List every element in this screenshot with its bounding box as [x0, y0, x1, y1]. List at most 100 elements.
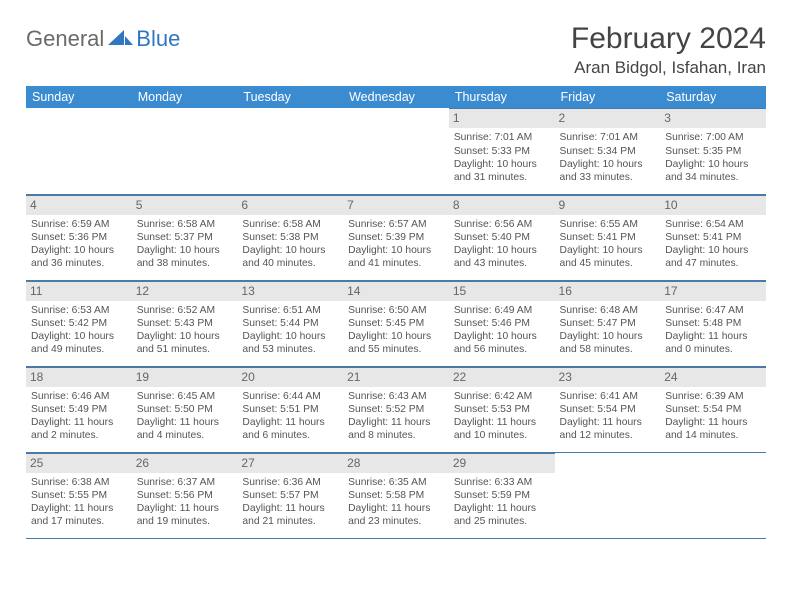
day-number: 10 — [660, 195, 766, 215]
day-header: Sunday — [26, 86, 132, 108]
day-cell: 2Sunrise: 7:01 AMSunset: 5:34 PMDaylight… — [555, 108, 661, 194]
day-number: 13 — [237, 281, 343, 301]
sunrise-line: Sunrise: 6:47 AM — [665, 304, 761, 317]
sunrise-line: Sunrise: 6:53 AM — [31, 304, 127, 317]
day-cell: 18Sunrise: 6:46 AMSunset: 5:49 PMDayligh… — [26, 366, 132, 452]
sunrise-line: Sunrise: 6:38 AM — [31, 476, 127, 489]
daylight-line: Daylight: 11 hours and 4 minutes. — [137, 416, 233, 442]
empty-cell — [555, 452, 661, 538]
day-cell: 5Sunrise: 6:58 AMSunset: 5:37 PMDaylight… — [132, 194, 238, 280]
day-header: Saturday — [660, 86, 766, 108]
day-number: 9 — [555, 195, 661, 215]
calendar-table: SundayMondayTuesdayWednesdayThursdayFrid… — [26, 86, 766, 539]
day-number: 2 — [555, 108, 661, 128]
sunset-line: Sunset: 5:33 PM — [454, 145, 550, 158]
sunrise-line: Sunrise: 7:01 AM — [560, 131, 656, 144]
calendar-week: 11Sunrise: 6:53 AMSunset: 5:42 PMDayligh… — [26, 280, 766, 366]
daylight-line: Daylight: 11 hours and 23 minutes. — [348, 502, 444, 528]
day-cell: 25Sunrise: 6:38 AMSunset: 5:55 PMDayligh… — [26, 452, 132, 538]
month-title: February 2024 — [571, 22, 766, 56]
sunrise-line: Sunrise: 6:36 AM — [242, 476, 338, 489]
day-cell: 9Sunrise: 6:55 AMSunset: 5:41 PMDaylight… — [555, 194, 661, 280]
day-number: 14 — [343, 281, 449, 301]
calendar-head: SundayMondayTuesdayWednesdayThursdayFrid… — [26, 86, 766, 108]
sunset-line: Sunset: 5:42 PM — [31, 317, 127, 330]
day-number: 19 — [132, 367, 238, 387]
sunrise-line: Sunrise: 6:55 AM — [560, 218, 656, 231]
sunset-line: Sunset: 5:46 PM — [454, 317, 550, 330]
day-number: 16 — [555, 281, 661, 301]
daylight-line: Daylight: 11 hours and 10 minutes. — [454, 416, 550, 442]
day-header: Monday — [132, 86, 238, 108]
sunset-line: Sunset: 5:53 PM — [454, 403, 550, 416]
empty-cell — [343, 108, 449, 194]
calendar-body: 1Sunrise: 7:01 AMSunset: 5:33 PMDaylight… — [26, 108, 766, 538]
sunrise-line: Sunrise: 6:54 AM — [665, 218, 761, 231]
day-cell: 26Sunrise: 6:37 AMSunset: 5:56 PMDayligh… — [132, 452, 238, 538]
daylight-line: Daylight: 10 hours and 38 minutes. — [137, 244, 233, 270]
day-number: 6 — [237, 195, 343, 215]
day-cell: 20 Sunrise: 6:44 AMSunset: 5:51 PMDayligh… — [237, 366, 343, 452]
day-number: 5 — [132, 195, 238, 215]
sunset-line: Sunset: 5:51 PM — [242, 403, 338, 416]
sunset-line: Sunset: 5:57 PM — [242, 489, 338, 502]
day-number: 3 — [660, 108, 766, 128]
sunrise-line: Sunrise: 6:44 AM — [242, 390, 338, 403]
sunrise-line: Sunrise: 6:52 AM — [137, 304, 233, 317]
sunrise-line: Sunrise: 6:48 AM — [560, 304, 656, 317]
calendar-week: 1Sunrise: 7:01 AMSunset: 5:33 PMDaylight… — [26, 108, 766, 194]
sunset-line: Sunset: 5:56 PM — [137, 489, 233, 502]
daylight-line: Daylight: 10 hours and 49 minutes. — [31, 330, 127, 356]
sunrise-line: Sunrise: 6:58 AM — [137, 218, 233, 231]
sunrise-line: Sunrise: 6:57 AM — [348, 218, 444, 231]
day-number: 22 — [449, 367, 555, 387]
sunset-line: Sunset: 5:43 PM — [137, 317, 233, 330]
daylight-line: Daylight: 11 hours and 12 minutes. — [560, 416, 656, 442]
sunset-line: Sunset: 5:54 PM — [560, 403, 656, 416]
day-cell: 7Sunrise: 6:57 AMSunset: 5:39 PMDaylight… — [343, 194, 449, 280]
day-cell: 3Sunrise: 7:00 AMSunset: 5:35 PMDaylight… — [660, 108, 766, 194]
daylight-line: Daylight: 10 hours and 36 minutes. — [31, 244, 127, 270]
day-number: 24 — [660, 367, 766, 387]
daylight-line: Daylight: 11 hours and 25 minutes. — [454, 502, 550, 528]
day-number: 8 — [449, 195, 555, 215]
sunrise-line: Sunrise: 6:43 AM — [348, 390, 444, 403]
day-number: 23 — [555, 367, 661, 387]
sunset-line: Sunset: 5:36 PM — [31, 231, 127, 244]
daylight-line: Daylight: 11 hours and 8 minutes. — [348, 416, 444, 442]
day-cell: 13Sunrise: 6:51 AMSunset: 5:44 PMDayligh… — [237, 280, 343, 366]
daylight-line: Daylight: 10 hours and 40 minutes. — [242, 244, 338, 270]
sunset-line: Sunset: 5:34 PM — [560, 145, 656, 158]
day-cell: 11Sunrise: 6:53 AMSunset: 5:42 PMDayligh… — [26, 280, 132, 366]
sunset-line: Sunset: 5:52 PM — [348, 403, 444, 416]
sunset-line: Sunset: 5:39 PM — [348, 231, 444, 244]
empty-cell — [132, 108, 238, 194]
sunrise-line: Sunrise: 6:42 AM — [454, 390, 550, 403]
sunset-line: Sunset: 5:48 PM — [665, 317, 761, 330]
day-cell: 15Sunrise: 6:49 AMSunset: 5:46 PMDayligh… — [449, 280, 555, 366]
sunrise-line: Sunrise: 6:56 AM — [454, 218, 550, 231]
sunset-line: Sunset: 5:38 PM — [242, 231, 338, 244]
title-block: February 2024 Aran Bidgol, Isfahan, Iran — [571, 22, 766, 78]
day-cell: 24Sunrise: 6:39 AMSunset: 5:54 PMDayligh… — [660, 366, 766, 452]
sunrise-line: Sunrise: 6:37 AM — [137, 476, 233, 489]
daylight-line: Daylight: 11 hours and 6 minutes. — [242, 416, 338, 442]
day-number: 7 — [343, 195, 449, 215]
calendar-week: 4Sunrise: 6:59 AMSunset: 5:36 PMDaylight… — [26, 194, 766, 280]
sunset-line: Sunset: 5:44 PM — [242, 317, 338, 330]
daylight-line: Daylight: 10 hours and 53 minutes. — [242, 330, 338, 356]
calendar-week: 18Sunrise: 6:46 AMSunset: 5:49 PMDayligh… — [26, 366, 766, 452]
daylight-line: Daylight: 10 hours and 58 minutes. — [560, 330, 656, 356]
daylight-line: Daylight: 10 hours and 34 minutes. — [665, 158, 761, 184]
day-cell: 22 Sunrise: 6:42 AMSunset: 5:53 PMDayligh… — [449, 366, 555, 452]
sunset-line: Sunset: 5:41 PM — [665, 231, 761, 244]
day-number: 20 — [237, 367, 343, 387]
daylight-line: Daylight: 11 hours and 19 minutes. — [137, 502, 233, 528]
empty-cell — [237, 108, 343, 194]
sunrise-line: Sunrise: 6:58 AM — [242, 218, 338, 231]
sunset-line: Sunset: 5:41 PM — [560, 231, 656, 244]
day-cell: 21Sunrise: 6:43 AMSunset: 5:52 PMDayligh… — [343, 366, 449, 452]
sunset-line: Sunset: 5:45 PM — [348, 317, 444, 330]
day-number: 28 — [343, 453, 449, 473]
day-header: Thursday — [449, 86, 555, 108]
